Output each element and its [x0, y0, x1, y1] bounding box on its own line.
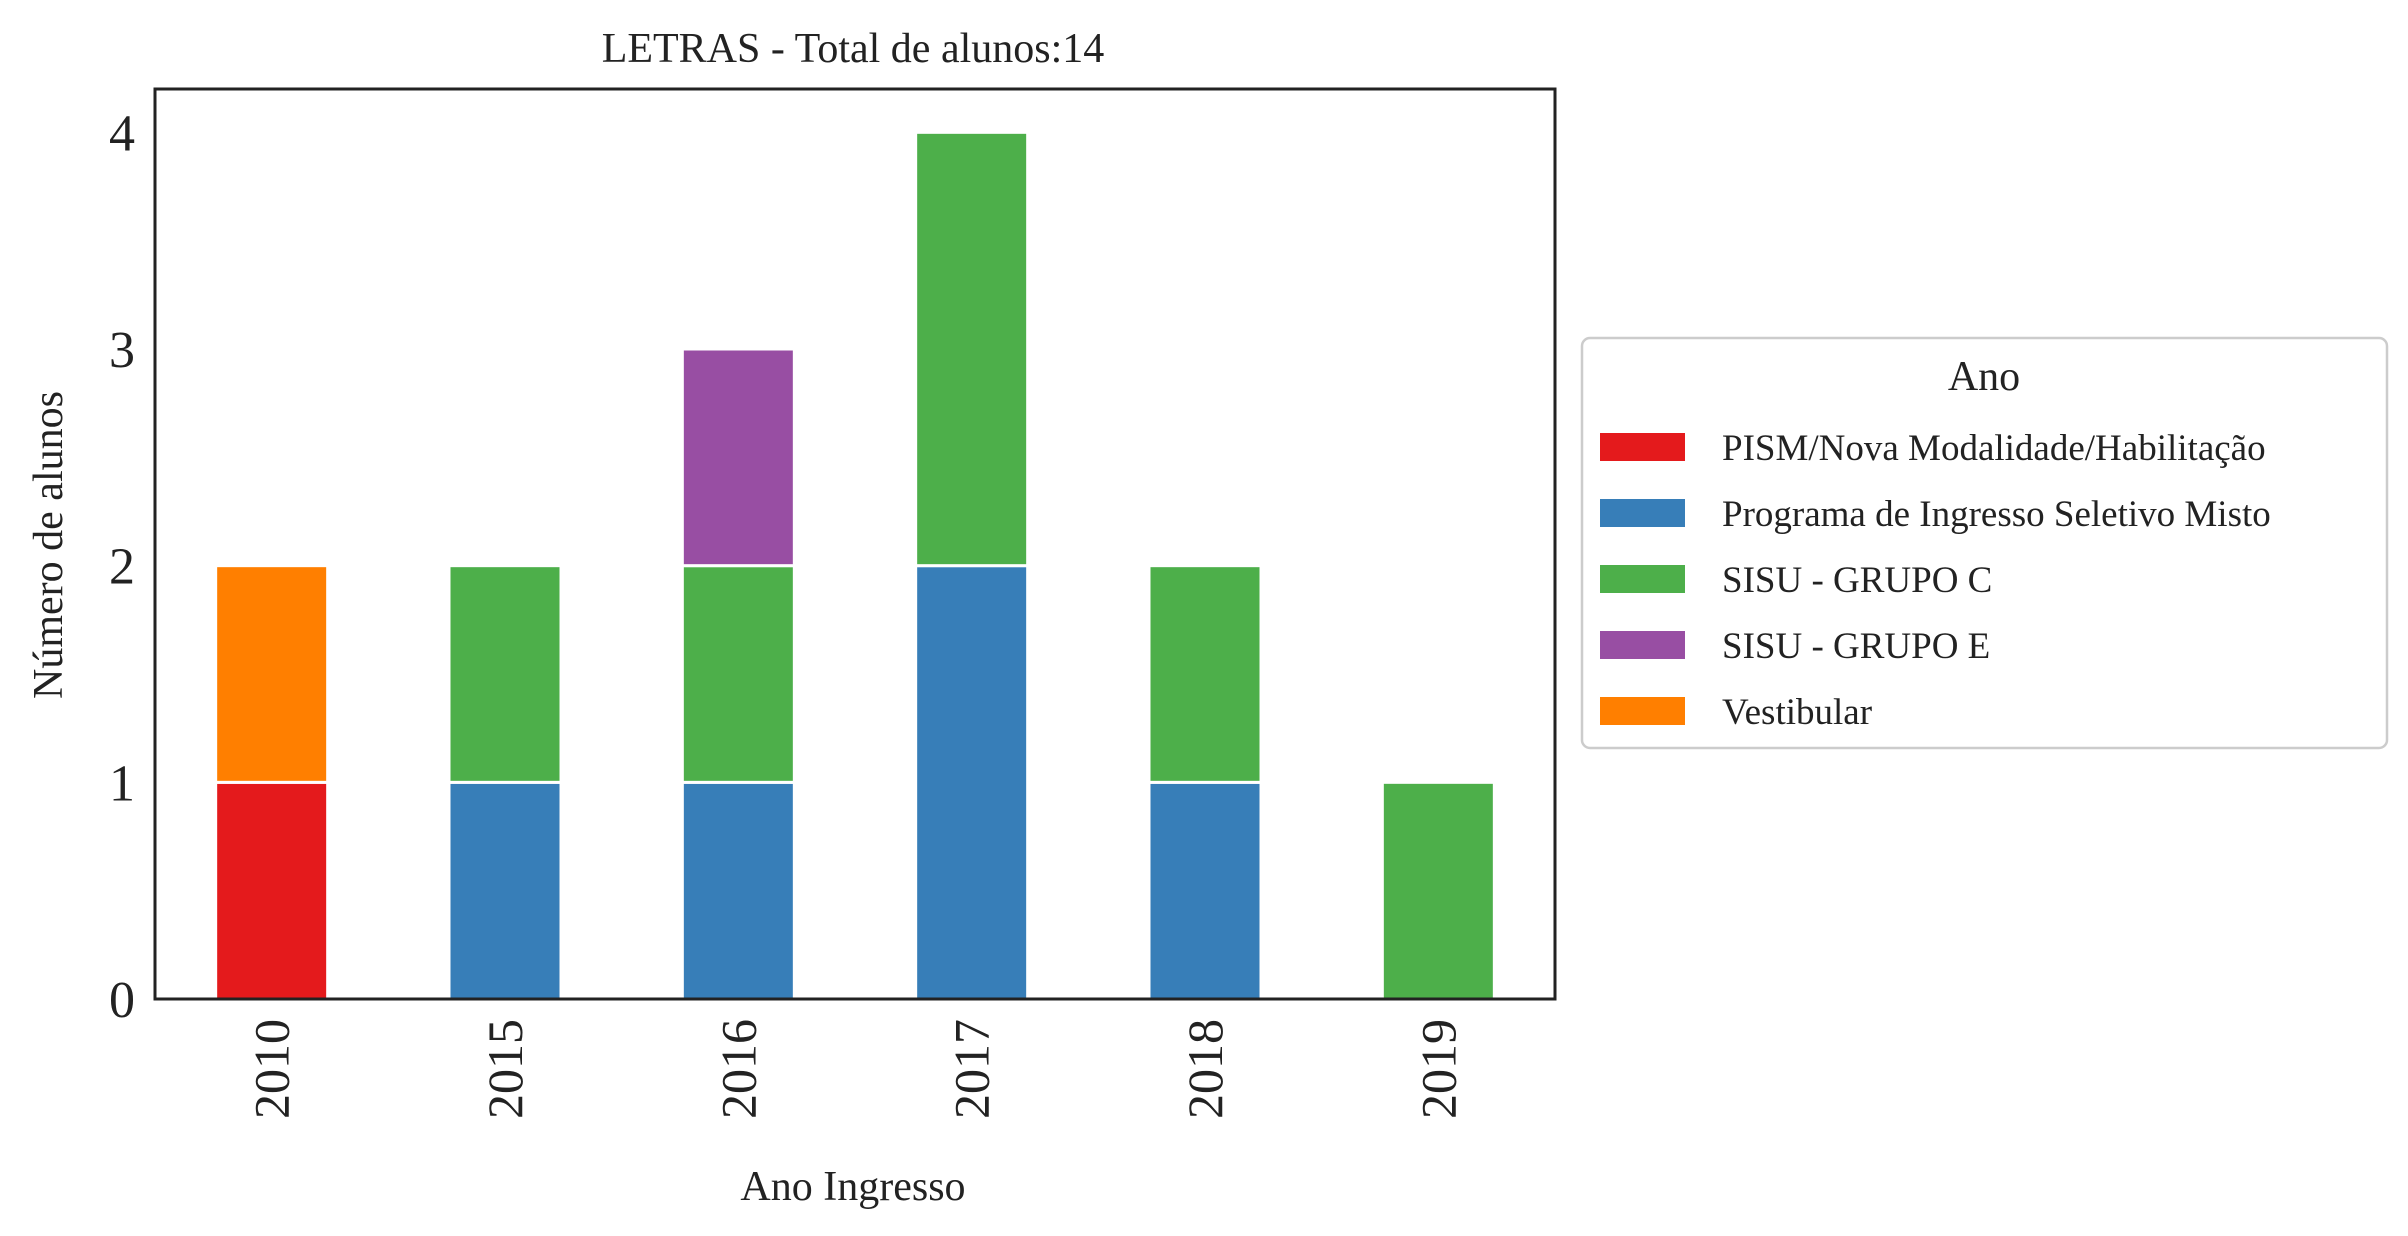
legend-swatch — [1600, 433, 1685, 461]
x-axis-label: Ano Ingresso — [740, 1164, 965, 1210]
y-tick-label: 1 — [109, 755, 135, 812]
plot-frame — [153, 87, 1557, 1001]
bar-2019-series-2 — [1380, 780, 1496, 1001]
legend-label: Programa de Ingresso Seletivo Misto — [1722, 494, 2271, 535]
legend-items: PISM/Nova Modalidade/Habilitação Programa… — [1600, 428, 2271, 733]
bar-2018-series-2 — [1147, 564, 1263, 784]
bar-2018-series-1 — [1147, 780, 1263, 1001]
bar-2017-series-2 — [914, 130, 1030, 568]
legend: Ano PISM/Nova Modalidade/Habilitação Prog… — [1580, 336, 2389, 750]
bar-2015-series-2 — [447, 564, 563, 784]
x-tick-label: 2017 — [944, 1019, 1000, 1119]
x-tick-label: 2019 — [1410, 1019, 1466, 1119]
legend-label: SISU - GRUPO C — [1722, 560, 1992, 601]
bar-2010-series-0 — [214, 780, 330, 1001]
legend-label: Vestibular — [1722, 692, 1872, 733]
bar-2016-series-1 — [680, 780, 796, 1001]
x-tick-label: 2018 — [1177, 1019, 1233, 1119]
legend-swatch — [1600, 499, 1685, 527]
y-tick-label: 0 — [109, 972, 135, 1029]
legend-label: PISM/Nova Modalidade/Habilitação — [1722, 428, 2266, 469]
legend-swatch — [1600, 565, 1685, 593]
bar-2015-series-1 — [447, 780, 563, 1001]
legend-title: Ano — [1948, 354, 2020, 400]
legend-swatch — [1600, 631, 1685, 659]
bar-2010-series-4 — [214, 564, 330, 784]
legend-swatch — [1600, 697, 1685, 725]
bars-layer — [214, 130, 1496, 1001]
x-ticks: 2010 2015 2016 2017 2018 2019 — [244, 1019, 1467, 1119]
bar-2016-series-2 — [680, 564, 796, 784]
y-tick-label: 2 — [109, 539, 135, 596]
legend-label: SISU - GRUPO E — [1722, 626, 1990, 667]
y-tick-label: 4 — [109, 105, 135, 162]
legend-box — [1580, 336, 2389, 750]
x-tick-label: 2016 — [710, 1019, 766, 1119]
y-axis-label: Número de alunos — [26, 391, 72, 699]
x-tick-label: 2010 — [244, 1019, 300, 1119]
chart-title: LETRAS - Total de alunos:14 — [602, 26, 1105, 72]
bar-2017-series-1 — [914, 564, 1030, 1001]
x-tick-label: 2015 — [477, 1019, 533, 1119]
bar-2016-series-3 — [680, 347, 796, 568]
y-ticks: 0 1 2 3 4 — [109, 105, 135, 1029]
y-tick-label: 3 — [109, 322, 135, 379]
